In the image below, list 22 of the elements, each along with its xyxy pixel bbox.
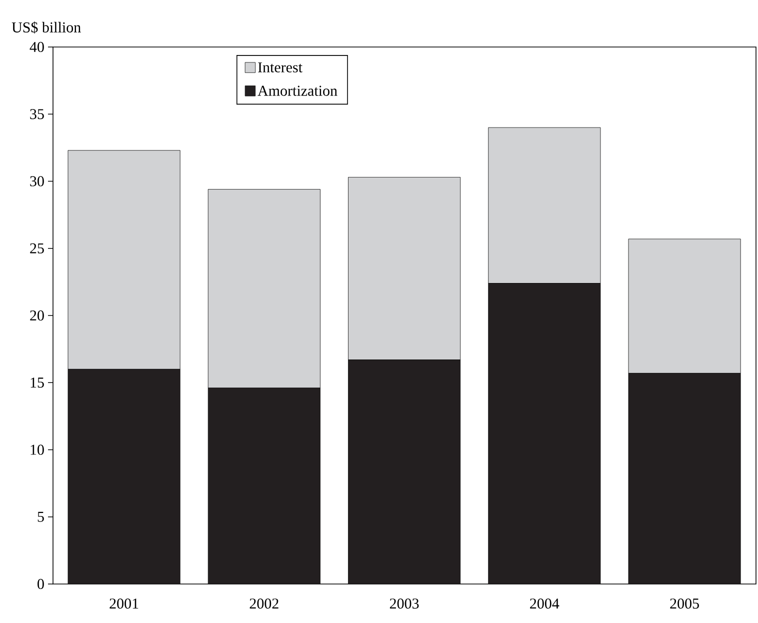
x-tick-label: 2003 xyxy=(390,598,419,609)
bar xyxy=(68,369,180,584)
x-tick-label: 2005 xyxy=(670,598,699,609)
y-tick-label: 10 xyxy=(30,444,44,455)
bar xyxy=(628,373,741,584)
y-tick-label: 35 xyxy=(30,109,44,120)
legend-label: Amortization xyxy=(258,86,338,96)
y-axis-title: US$ billion xyxy=(12,21,81,34)
bar xyxy=(208,388,320,584)
y-tick-label: 0 xyxy=(38,578,44,590)
y-tick-label: 25 xyxy=(30,243,44,254)
y-tick-label: 30 xyxy=(30,176,44,186)
y-tick-label: 40 xyxy=(30,42,44,52)
bar xyxy=(488,283,600,584)
y-tick-label: 5 xyxy=(38,512,44,522)
legend-label: Interest xyxy=(258,62,302,72)
x-tick-label: 2002 xyxy=(250,598,278,609)
x-tick-label: 2001 xyxy=(110,598,138,609)
y-tick-label: 15 xyxy=(30,378,44,388)
bar xyxy=(348,360,460,584)
y-tick-label: 20 xyxy=(30,310,44,321)
x-tick-label: 2004 xyxy=(530,598,560,609)
